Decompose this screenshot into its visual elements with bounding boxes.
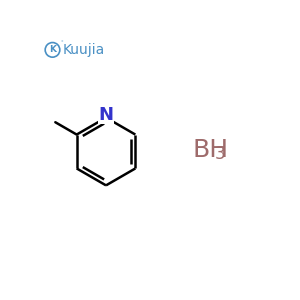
Text: 3: 3 bbox=[215, 145, 226, 163]
Text: N: N bbox=[98, 106, 113, 124]
Text: Kuujia: Kuujia bbox=[63, 43, 105, 57]
Text: BH: BH bbox=[192, 138, 228, 162]
Text: K: K bbox=[49, 45, 56, 54]
Text: °: ° bbox=[61, 40, 63, 45]
